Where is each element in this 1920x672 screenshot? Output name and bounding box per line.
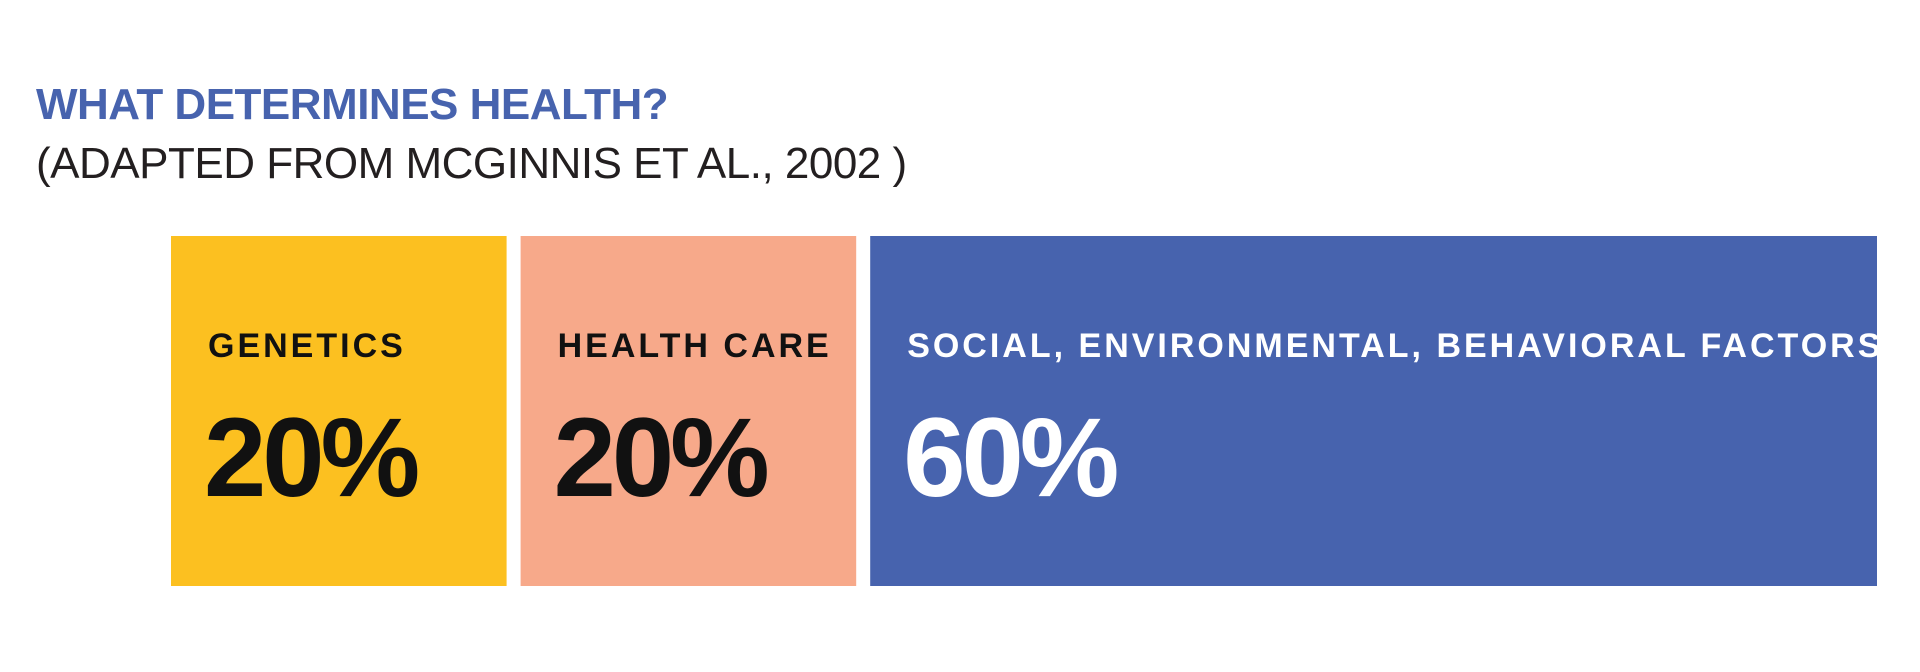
category-label: SOCIAL, ENVIRONMENTAL, BEHAVIORAL FACTOR…	[907, 327, 1883, 365]
bar-segment-1: GENETICS 20%	[171, 236, 507, 586]
chart-subtitle: (ADAPTED FROM MCGINNIS ET AL., 2002 )	[36, 139, 907, 188]
category-label: HEALTH CARE	[558, 327, 832, 365]
bar-rect-2	[520, 236, 857, 586]
value-label: 20%	[204, 395, 418, 520]
bar-segment-3: SOCIAL, ENVIRONMENTAL, BEHAVIORAL FACTOR…	[870, 236, 1883, 586]
category-label: GENETICS	[208, 327, 406, 365]
bar-segment-2: HEALTH CARE 20%	[520, 236, 857, 586]
bar-rect-3	[870, 236, 1877, 586]
chart-title: WHAT DETERMINES HEALTH?	[36, 80, 669, 129]
value-label: 60%	[903, 395, 1117, 520]
value-label: 20%	[554, 395, 768, 520]
bar-rect-1	[171, 236, 507, 586]
